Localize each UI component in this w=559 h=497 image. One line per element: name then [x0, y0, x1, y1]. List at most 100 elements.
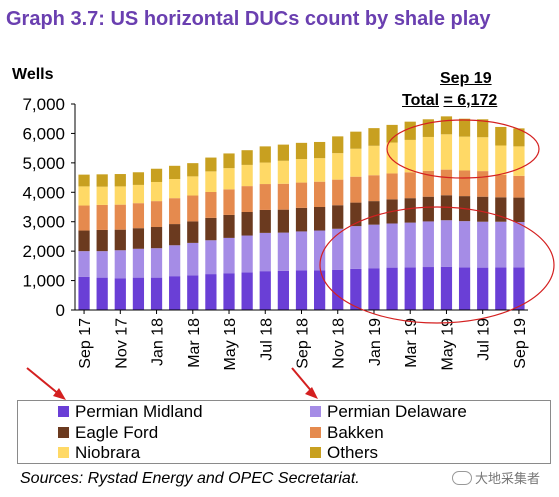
bar-permian-midland-5: [169, 276, 181, 310]
bar-permian-delaware-22: [477, 221, 489, 268]
bar-bakken-22: [477, 171, 489, 197]
bar-bakken-18: [404, 172, 416, 199]
bar-permian-midland-19: [422, 267, 434, 310]
legend-swatch-bakken: [310, 427, 321, 438]
bar-permian-delaware-8: [223, 237, 235, 274]
bar-permian-midland-1: [96, 277, 108, 310]
legend-item-eagle-ford: Eagle Ford: [58, 423, 158, 443]
bar-permian-delaware-5: [169, 245, 181, 277]
bar-bakken-13: [314, 181, 326, 207]
bar-niobrara-0: [78, 186, 90, 206]
bar-bakken-6: [187, 195, 199, 222]
bar-permian-midland-10: [259, 271, 271, 310]
legend-item-niobrara: Niobrara: [58, 443, 140, 463]
bar-bakken-3: [132, 203, 145, 229]
bar-permian-midland-13: [314, 270, 326, 310]
bar-permian-midland-17: [386, 267, 398, 310]
bar-eagle-ford-3: [132, 228, 145, 249]
bar-others-13: [314, 141, 326, 159]
bar-permian-midland-14: [332, 269, 344, 310]
bar-others-0: [78, 174, 90, 187]
y-tick-label-2000: 2,000: [22, 242, 65, 261]
bar-permian-delaware-16: [368, 224, 380, 269]
bar-niobrara-23: [495, 145, 507, 175]
bar-permian-delaware-21: [458, 221, 471, 268]
bar-niobrara-24: [513, 146, 525, 176]
bar-bakken-17: [386, 173, 398, 200]
bar-niobrara-5: [169, 179, 181, 199]
bar-bakken-19: [422, 170, 434, 197]
bar-permian-delaware-10: [259, 232, 271, 272]
x-tick-label-sep-18: Sep 18: [295, 318, 312, 369]
bar-others-18: [404, 121, 416, 140]
legend-item-permian-delaware: Permian Delaware: [310, 402, 467, 422]
bar-eagle-ford-6: [187, 221, 199, 243]
bar-permian-delaware-6: [187, 242, 199, 276]
bar-eagle-ford-15: [350, 202, 362, 227]
bar-permian-midland-8: [223, 273, 235, 310]
y-tick-label-6000: 6,000: [22, 124, 65, 143]
x-tick-label-sep-17: Sep 17: [77, 318, 94, 369]
bar-bakken-24: [513, 175, 525, 198]
bar-eagle-ford-11: [277, 209, 289, 233]
bar-permian-midland-11: [277, 270, 289, 310]
y-tick-label-1000: 1,000: [22, 272, 65, 291]
watermark: 大地采集者: [452, 468, 540, 487]
annotation-total-value: = 6,172: [443, 92, 498, 109]
legend-swatch-eagle-ford: [58, 427, 69, 438]
bar-others-2: [114, 174, 126, 187]
y-tick-label-5000: 5,000: [22, 154, 65, 173]
legend-swatch-others: [310, 447, 321, 458]
legend-label-bakken: Bakken: [327, 423, 384, 442]
bar-others-22: [477, 119, 489, 138]
highlight-ellipse-bottom: [319, 206, 555, 324]
bar-niobrara-18: [404, 139, 416, 173]
bar-niobrara-3: [132, 184, 145, 204]
bar-others-10: [259, 146, 271, 163]
x-tick-label-may-19: May 19: [440, 318, 457, 371]
bar-others-3: [132, 172, 145, 185]
chart-title: Graph 3.7: US horizontal DUCs count by s…: [6, 8, 491, 30]
bar-permian-midland-18: [404, 267, 416, 310]
bar-permian-midland-3: [132, 277, 145, 310]
bar-permian-midland-16: [368, 268, 380, 310]
bar-eagle-ford-2: [114, 229, 126, 251]
bar-bakken-14: [332, 179, 344, 206]
x-tick-label-jan-18: Jan 18: [150, 318, 167, 366]
bar-eagle-ford-24: [513, 197, 525, 223]
bar-bakken-11: [277, 183, 289, 210]
bar-permian-delaware-2: [114, 250, 126, 279]
legend-item-others: Others: [310, 443, 378, 463]
legend: Permian Midland Permian Delaware Eagle F…: [17, 400, 551, 464]
bar-bakken-1: [96, 204, 108, 230]
bar-permian-midland-15: [350, 268, 362, 310]
bar-bakken-10: [259, 184, 271, 210]
legend-swatch-permian-midland: [58, 406, 69, 417]
watermark-text: 大地采集者: [475, 471, 541, 486]
legend-item-bakken: Bakken: [310, 423, 384, 443]
bar-permian-midland-12: [295, 270, 308, 310]
x-tick-label-nov-18: Nov 18: [331, 318, 348, 369]
bar-others-24: [513, 128, 525, 147]
bar-permian-delaware-1: [96, 251, 108, 278]
bar-others-8: [223, 153, 235, 169]
bar-niobrara-17: [386, 142, 398, 174]
bar-eagle-ford-23: [495, 197, 507, 222]
bar-niobrara-19: [422, 136, 434, 171]
bar-permian-midland-4: [150, 277, 163, 310]
bar-niobrara-20: [440, 134, 453, 170]
bar-others-4: [150, 168, 163, 182]
bar-permian-delaware-12: [295, 231, 308, 271]
bar-niobrara-4: [150, 181, 163, 202]
bar-eagle-ford-18: [404, 198, 416, 223]
y-tick-label-0: 0: [56, 301, 65, 320]
bar-others-11: [277, 144, 289, 161]
legend-swatch-permian-delaware: [310, 406, 321, 417]
bar-permian-midland-6: [187, 275, 199, 310]
bar-eagle-ford-10: [259, 209, 271, 233]
arrow-left-shaft: [26, 367, 61, 396]
bar-bakken-5: [169, 198, 181, 225]
y-tick-label-7000: 7,000: [22, 95, 65, 114]
arrow-right-shaft: [291, 367, 314, 394]
bar-permian-delaware-24: [513, 222, 525, 268]
